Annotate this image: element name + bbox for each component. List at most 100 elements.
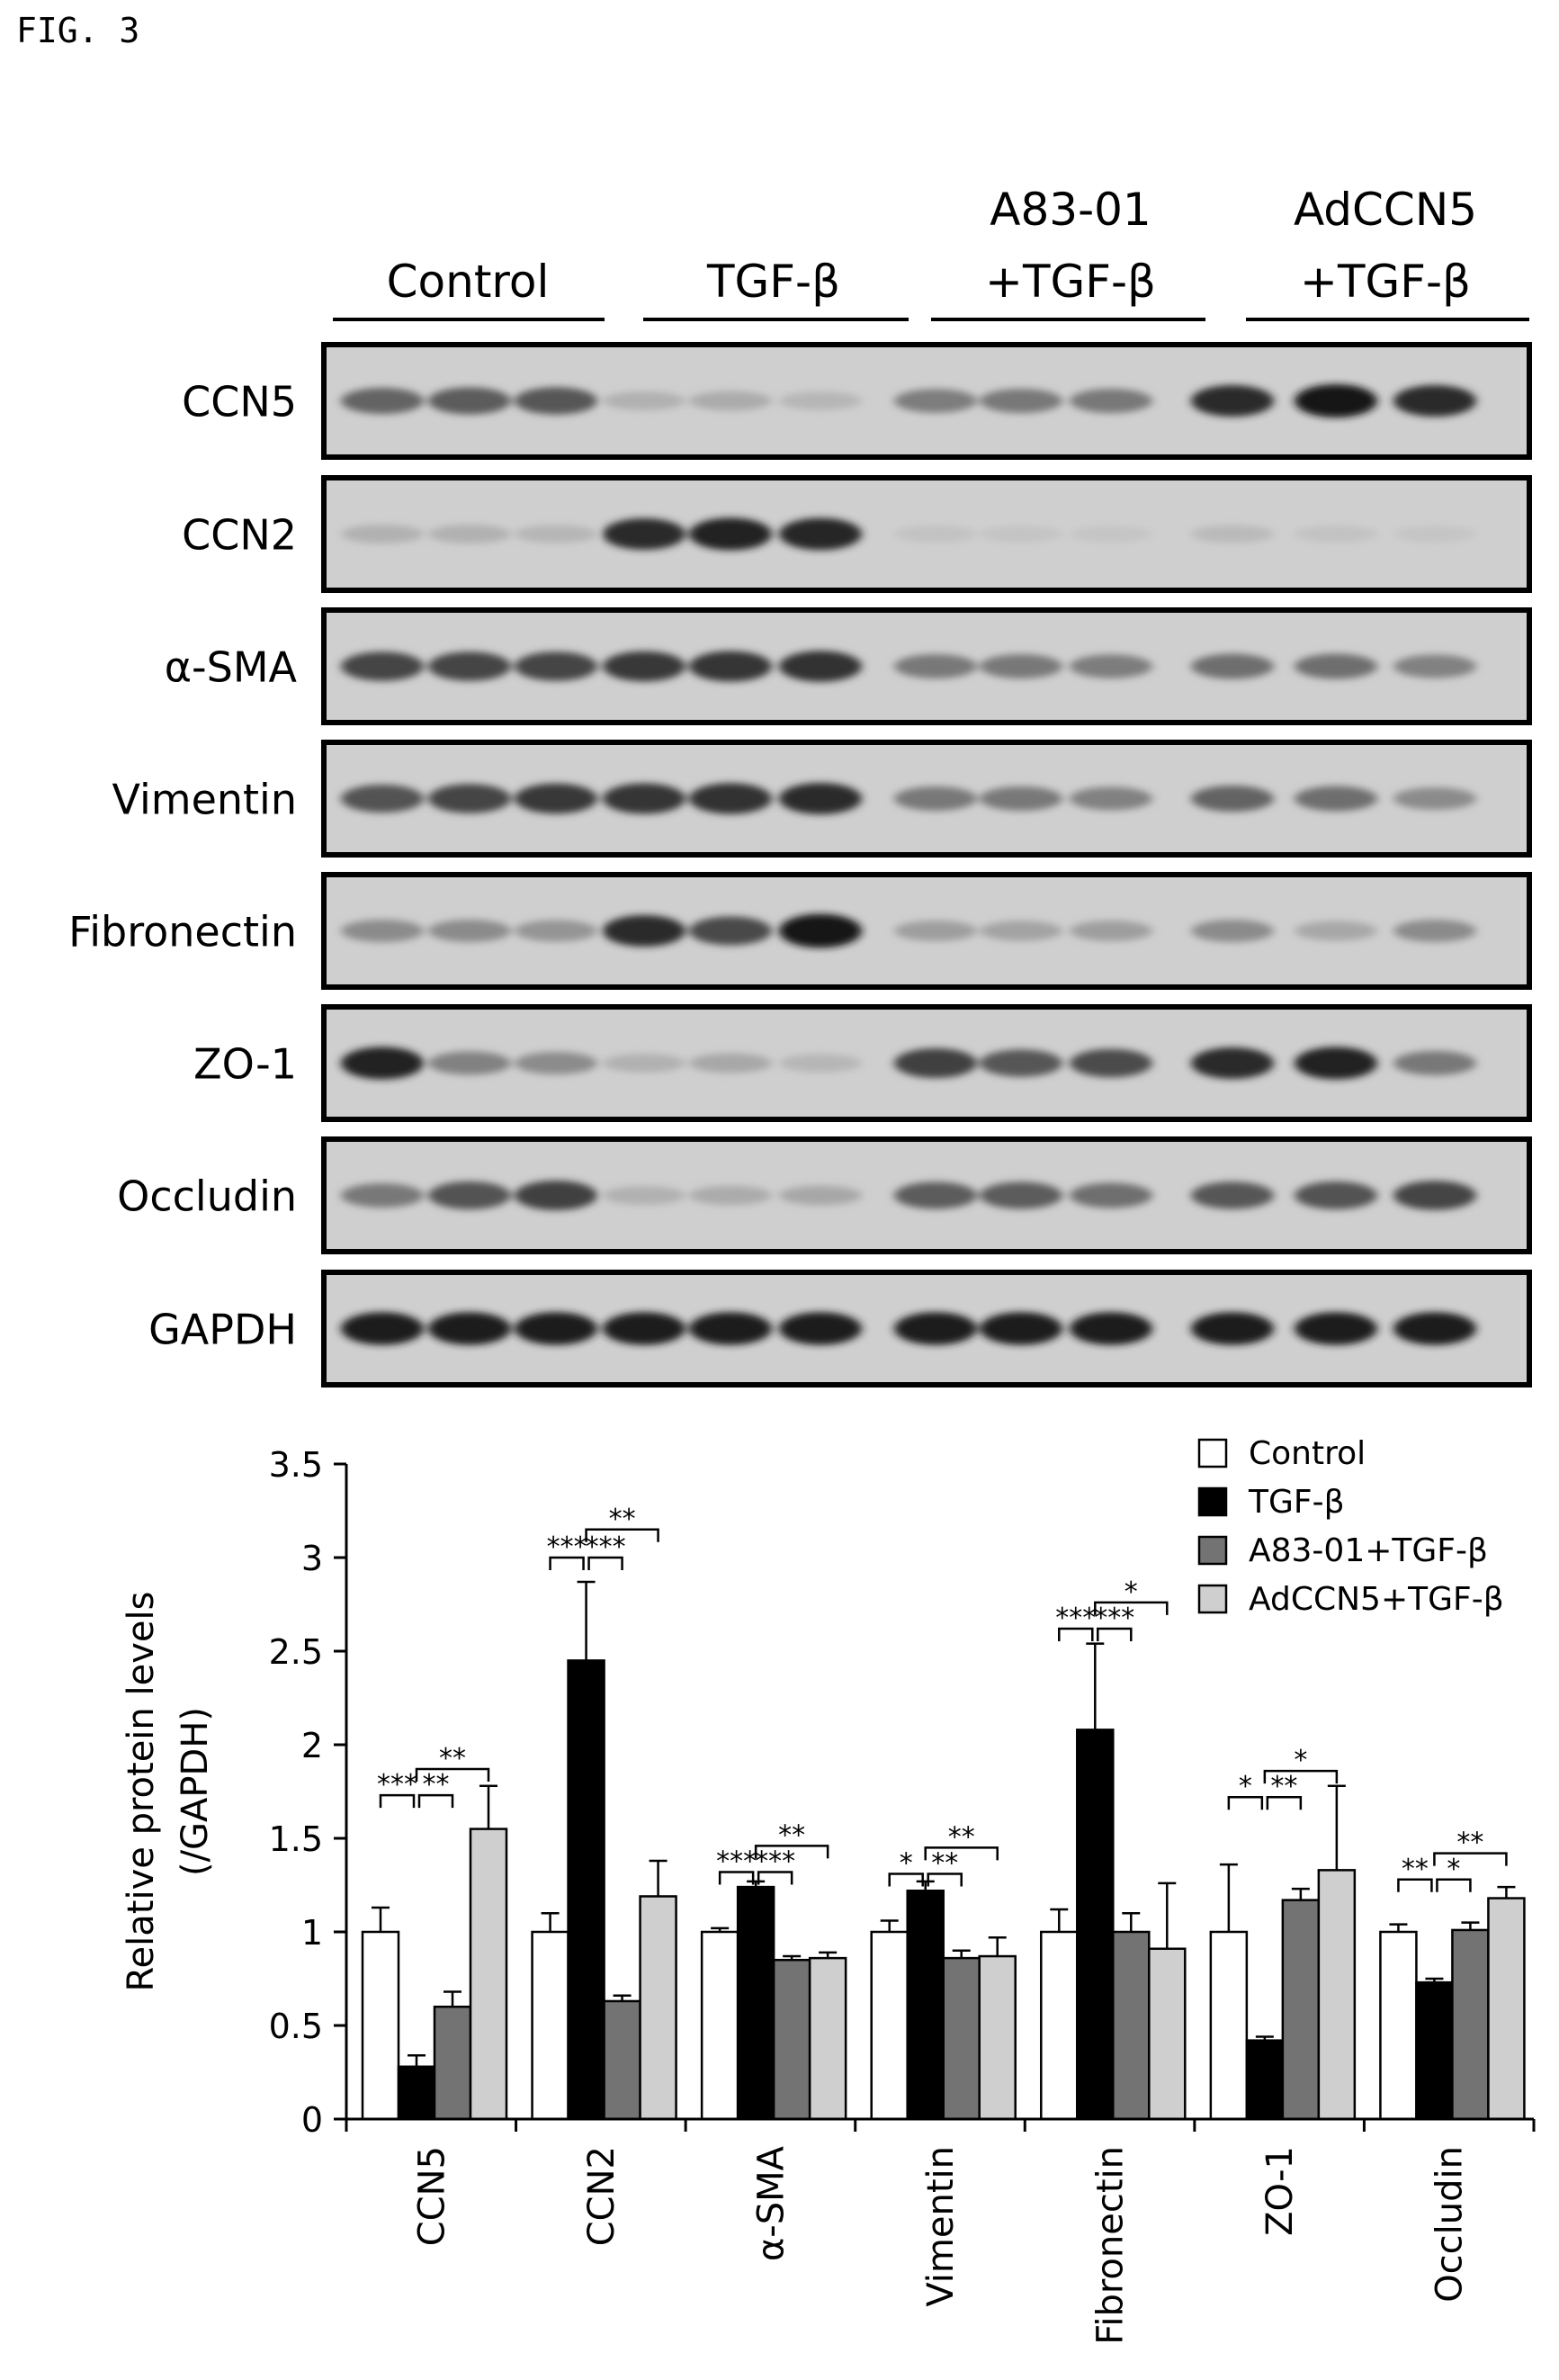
blot-band [894,654,977,678]
blot-band [1393,1051,1476,1075]
bar [942,1956,981,2121]
significance-label: ** [948,1821,975,1853]
blot-band [894,389,977,413]
significance-label: ** [423,1769,450,1801]
blot-band [603,1186,685,1205]
blot-band [1295,921,1377,941]
significance-label: ** [1456,1828,1483,1859]
significance-label: *** [755,1846,795,1877]
x-tick-label: Fibronectin [1090,2146,1132,2345]
y-tick-label: 3.5 [269,1445,323,1485]
significance-bracket [549,1556,585,1570]
blot-band [1070,1182,1152,1208]
blot-band [1191,920,1274,942]
blot-band [428,1312,511,1345]
blot-strip-border [321,1136,1532,1254]
y-tick-label: 1 [301,1913,323,1953]
blot-band [689,1185,772,1206]
bar [808,1956,847,2121]
significance-label: *** [377,1769,417,1801]
blot-band [1191,1312,1274,1345]
significance-label: * [1239,1771,1252,1802]
blot-band [1295,1312,1377,1345]
significance-bracket [1436,1878,1472,1892]
blot-strip-border [321,872,1532,990]
blot-band [980,389,1062,413]
blot-band [779,517,862,551]
blot-group-headers: Control TGF-β A83-01 +TGF-β AdCCN5 +TGF-β [333,184,1529,321]
blot-band [428,784,511,813]
blot-group-label: AdCCN5 [1294,184,1477,236]
x-tick-label: ZO-1 [1259,2146,1301,2236]
blot-band [1393,385,1476,417]
y-axis-label-line: Relative protein levels [121,1592,162,1992]
blot-band [341,1312,424,1345]
significance-label: * [1124,1576,1138,1608]
blot-band [341,651,424,681]
blot-band [779,913,862,948]
blot-band [689,916,772,946]
blot-band [689,1053,772,1073]
blot-band [341,525,424,543]
blot-row: α-SMA [165,607,1532,725]
blot-band [980,1312,1062,1345]
blot-band [689,783,772,814]
blot-band [1295,653,1377,679]
x-tick-label: α-SMA [750,2145,792,2261]
significance-bracket [1397,1878,1433,1892]
blot-band [1295,525,1377,543]
bar [1415,1980,1454,2121]
blot-band [1070,389,1152,413]
blot-row-label: CCN5 [182,378,297,427]
significance-bracket [1058,1627,1094,1642]
y-tick-label: 2.5 [269,1632,323,1672]
blot-row: ZO-1 [193,1004,1532,1122]
x-axis: CCN5 CCN2 α-SMA Vimentin Fibronectin ZO-1 Occl… [345,2117,1536,2345]
blot-band [1070,525,1152,543]
blot-group-label: TGF-β [706,256,840,308]
bar [1076,1729,1115,2121]
significance-bracket [757,1871,793,1885]
bars [361,1580,1526,2121]
bar [870,1930,909,2121]
blot-band [515,1181,597,1210]
blot-band [779,391,862,410]
blot-band [428,1181,511,1209]
significance-label: ** [1402,1854,1429,1885]
blot-band [515,783,597,814]
blot-band [603,783,685,814]
bar [906,1889,945,2121]
significance-label: *** [716,1846,757,1877]
blot-band [894,786,977,811]
legend-swatch [1197,1438,1228,1468]
blot-band [1393,1181,1476,1210]
bar [1245,2039,1285,2121]
blot-row-label: ZO-1 [193,1040,297,1089]
y-tick-label: 0.5 [269,2007,323,2046]
y-tick-label: 2 [301,1726,323,1765]
blot-strip-border [321,1004,1532,1122]
blot-row-label: Vimentin [112,776,297,824]
blot-row-label: Fibronectin [68,908,297,956]
blot-group-label: +TGF-β [1300,256,1471,308]
blot-row-label: α-SMA [165,643,298,692]
bar [433,2005,472,2121]
bar [397,2065,436,2121]
blot-band [980,1181,1062,1209]
significance-bracket [587,1556,623,1570]
bar-chart: Relative protein levels (/GAPDH) 0 0.5 1 1.5… [121,1435,1536,2345]
significance-bracket [1263,1769,1339,1784]
legend-label: TGF-β [1248,1484,1345,1521]
blot-band [1070,1312,1152,1345]
x-tick-label: CCN2 [581,2146,623,2246]
significance-bracket [927,1873,963,1887]
blot-row: Vimentin [112,740,1532,858]
significance-label: * [1294,1745,1307,1776]
blot-row: Occludin [117,1136,1532,1254]
blot-band [603,1054,685,1073]
bar [1451,1928,1490,2121]
significance-bracket [585,1528,659,1542]
significance-bracket [379,1793,416,1809]
blot-band [341,1046,424,1080]
bar [1487,1897,1526,2121]
